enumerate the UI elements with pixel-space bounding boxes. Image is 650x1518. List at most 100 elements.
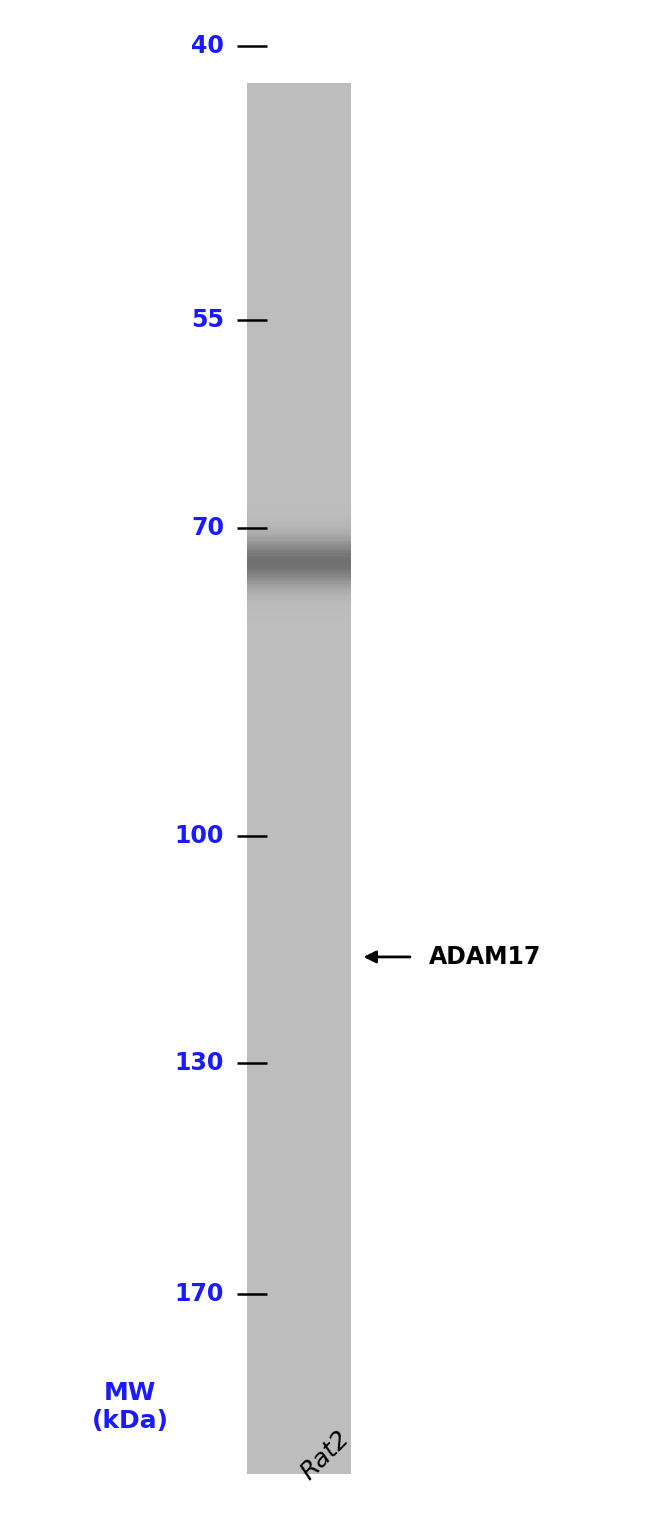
Bar xyxy=(247,185,351,190)
Bar xyxy=(247,604,351,609)
Bar xyxy=(247,935,351,940)
Bar xyxy=(247,1181,351,1184)
Bar xyxy=(247,836,351,839)
Bar xyxy=(247,1169,351,1173)
Bar xyxy=(247,282,351,287)
Bar xyxy=(247,855,351,858)
Bar xyxy=(247,109,351,112)
Bar xyxy=(247,194,351,199)
Bar xyxy=(247,962,351,967)
Bar xyxy=(247,595,351,600)
Bar xyxy=(247,348,351,351)
Bar xyxy=(247,1154,351,1157)
Bar xyxy=(247,676,351,680)
Bar xyxy=(247,808,351,812)
Bar xyxy=(247,1246,351,1249)
Text: Rat2: Rat2 xyxy=(296,1427,354,1485)
Bar xyxy=(247,991,351,994)
Bar xyxy=(247,846,351,849)
Bar xyxy=(247,1110,351,1113)
Bar xyxy=(247,184,351,187)
Bar xyxy=(247,451,351,455)
Bar xyxy=(247,505,351,509)
Bar xyxy=(247,320,351,323)
Bar xyxy=(247,709,351,712)
Bar xyxy=(247,484,351,487)
Bar xyxy=(247,257,351,261)
Bar xyxy=(247,953,351,958)
Text: 55: 55 xyxy=(191,308,224,332)
Bar xyxy=(247,1380,351,1384)
Bar xyxy=(247,1094,351,1099)
Bar xyxy=(247,123,351,126)
Bar xyxy=(247,396,351,399)
Bar xyxy=(247,213,351,217)
Bar xyxy=(247,1044,351,1047)
Bar xyxy=(247,313,351,316)
Bar xyxy=(247,1066,351,1069)
Bar xyxy=(247,905,351,909)
Bar xyxy=(247,1384,351,1389)
Bar xyxy=(247,797,351,800)
Bar xyxy=(247,1090,351,1094)
Bar xyxy=(247,250,351,254)
Bar xyxy=(247,586,351,589)
Bar xyxy=(247,493,351,496)
Bar xyxy=(247,1070,351,1073)
Bar xyxy=(247,887,351,891)
Bar xyxy=(247,1199,351,1204)
Bar xyxy=(247,308,351,311)
Bar xyxy=(247,665,351,668)
Bar xyxy=(247,856,351,861)
Bar xyxy=(247,890,351,893)
Bar xyxy=(247,1269,351,1272)
Bar xyxy=(247,968,351,972)
Text: 40: 40 xyxy=(191,33,224,58)
Bar xyxy=(247,1243,351,1248)
Bar xyxy=(247,735,351,738)
Bar xyxy=(247,401,351,404)
Bar xyxy=(247,442,351,446)
Bar xyxy=(247,841,351,844)
Bar xyxy=(247,1006,351,1011)
Bar xyxy=(247,1468,351,1471)
Bar xyxy=(247,603,351,606)
Bar xyxy=(247,1195,351,1199)
Bar xyxy=(247,569,351,574)
Bar xyxy=(247,1459,351,1462)
Bar xyxy=(247,736,351,741)
Bar xyxy=(247,1295,351,1298)
Bar xyxy=(247,124,351,129)
Bar xyxy=(247,1204,351,1208)
Bar xyxy=(247,587,351,592)
Bar xyxy=(247,273,351,278)
Bar xyxy=(247,578,351,583)
Bar xyxy=(247,1216,351,1219)
Bar xyxy=(247,565,351,569)
Text: ADAM17: ADAM17 xyxy=(429,944,541,968)
Bar xyxy=(247,1436,351,1439)
Bar xyxy=(247,1217,351,1222)
Bar xyxy=(247,440,351,443)
Bar xyxy=(247,996,351,999)
Bar xyxy=(247,486,351,490)
Bar xyxy=(247,817,351,821)
Bar xyxy=(247,1433,351,1438)
Bar xyxy=(247,882,351,887)
Bar xyxy=(247,870,351,874)
Bar xyxy=(247,100,351,103)
Bar xyxy=(247,1128,351,1131)
Bar xyxy=(247,679,351,682)
Bar xyxy=(247,419,351,424)
Bar xyxy=(247,647,351,650)
Bar xyxy=(247,524,351,527)
Bar xyxy=(247,521,351,525)
Bar xyxy=(247,1234,351,1237)
Bar xyxy=(247,468,351,472)
Bar xyxy=(247,1207,351,1210)
Bar xyxy=(247,1046,351,1050)
Bar xyxy=(247,792,351,795)
Bar xyxy=(247,768,351,773)
Bar xyxy=(247,732,351,736)
Bar xyxy=(247,159,351,164)
